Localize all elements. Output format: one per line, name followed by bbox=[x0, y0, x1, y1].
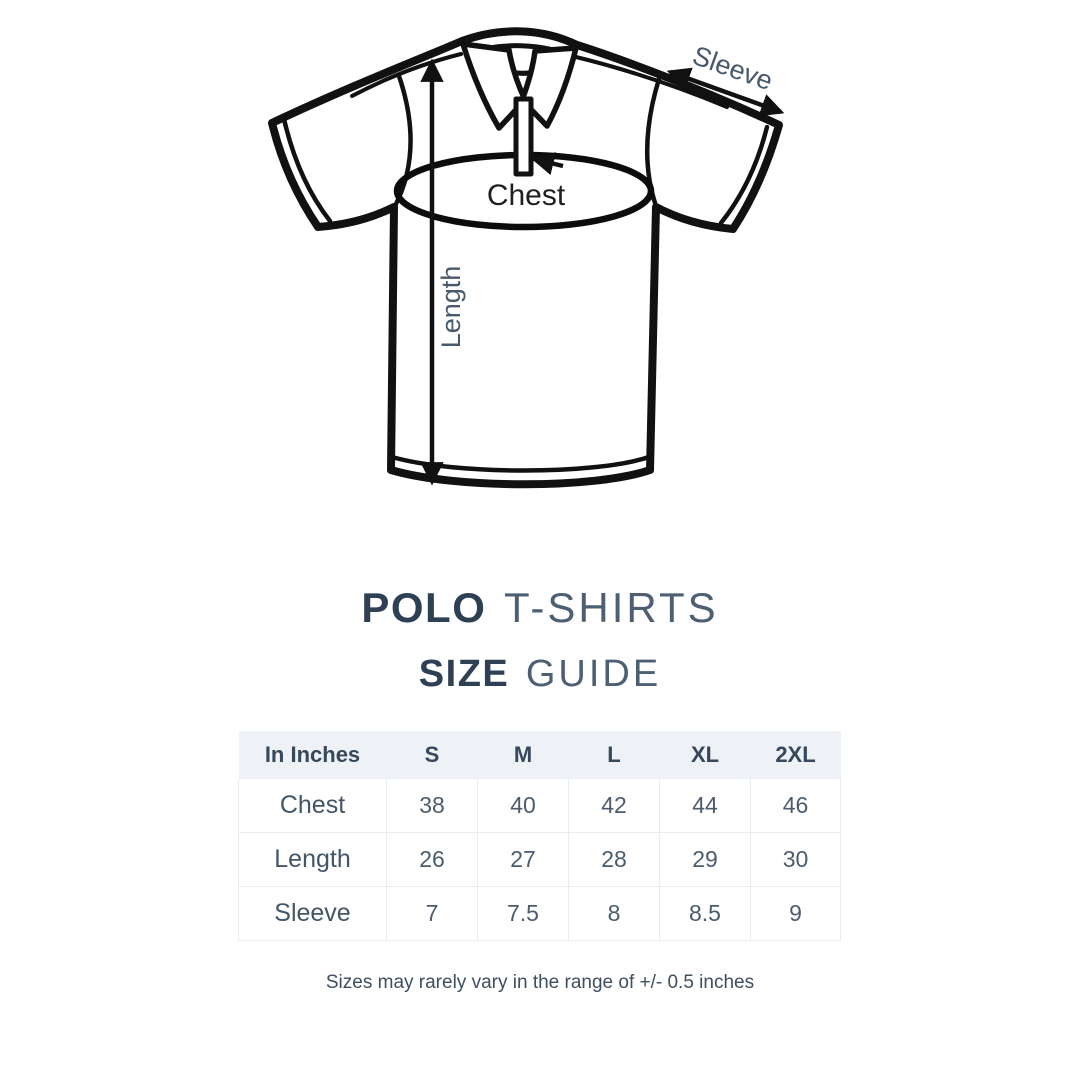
sleeve-arrow bbox=[666, 67, 785, 117]
section-title-bold: SIZE bbox=[418, 653, 510, 695]
chest-arrow bbox=[530, 152, 564, 176]
table-row-length: Length 26 27 28 29 30 bbox=[238, 832, 841, 887]
left-shoulder-seam bbox=[350, 52, 463, 98]
row-label: Length bbox=[238, 832, 387, 887]
section-title-light: GUIDE bbox=[525, 653, 662, 695]
size-table: In Inches S M L XL 2XL Chest 38 40 42 44… bbox=[238, 731, 841, 941]
length-measure-label: Length bbox=[436, 266, 466, 349]
row-label: Chest bbox=[238, 778, 387, 833]
cell: 26 bbox=[386, 832, 478, 887]
cell: 27 bbox=[477, 832, 569, 887]
cell: 7.5 bbox=[477, 886, 569, 941]
shirt-outline bbox=[268, 27, 783, 489]
cell: 40 bbox=[477, 778, 569, 833]
unit-header-cell: In Inches bbox=[238, 731, 387, 779]
table-row-chest: Chest 38 40 42 44 46 bbox=[238, 778, 841, 833]
left-collar-flap bbox=[460, 41, 528, 131]
cell: 30 bbox=[750, 832, 841, 887]
left-cuff-line bbox=[281, 116, 333, 224]
cell: 44 bbox=[659, 778, 751, 833]
size-header-xl: XL bbox=[659, 731, 751, 779]
cell: 29 bbox=[659, 832, 751, 887]
page-title-bold: POLO bbox=[361, 584, 487, 631]
size-header-l: L bbox=[568, 731, 660, 779]
size-header-2xl: 2XL bbox=[750, 731, 841, 779]
page-title: POLO T-SHIRTS bbox=[0, 585, 1080, 631]
left-armhole-seam bbox=[392, 73, 413, 209]
hem-band-line bbox=[389, 454, 652, 473]
table-row-sleeve: Sleeve 7 7.5 8 8.5 9 bbox=[238, 886, 841, 941]
placket bbox=[513, 96, 534, 177]
cell: 38 bbox=[386, 778, 478, 833]
polo-shirt-diagram: Chest Length Sleeve bbox=[268, 27, 785, 489]
cell: 7 bbox=[386, 886, 478, 941]
page-title-light: T-SHIRTS bbox=[504, 584, 719, 631]
cell: 8 bbox=[568, 886, 660, 941]
size-header-m: M bbox=[477, 731, 569, 779]
right-collar-flap bbox=[519, 45, 579, 129]
right-cuff-line bbox=[718, 124, 770, 226]
cell: 42 bbox=[568, 778, 660, 833]
cell: 8.5 bbox=[659, 886, 751, 941]
cell: 28 bbox=[568, 832, 660, 887]
chest-measure-label: Chest bbox=[487, 179, 566, 212]
row-label: Sleeve bbox=[238, 886, 387, 941]
cell: 9 bbox=[750, 886, 841, 941]
section-title: SIZE GUIDE bbox=[0, 653, 1080, 695]
size-header-s: S bbox=[386, 731, 478, 779]
cell: 46 bbox=[750, 778, 841, 833]
size-table-header-row: In Inches S M L XL 2XL bbox=[238, 731, 841, 779]
size-tolerance-note: Sizes may rarely vary in the range of +/… bbox=[325, 972, 755, 993]
